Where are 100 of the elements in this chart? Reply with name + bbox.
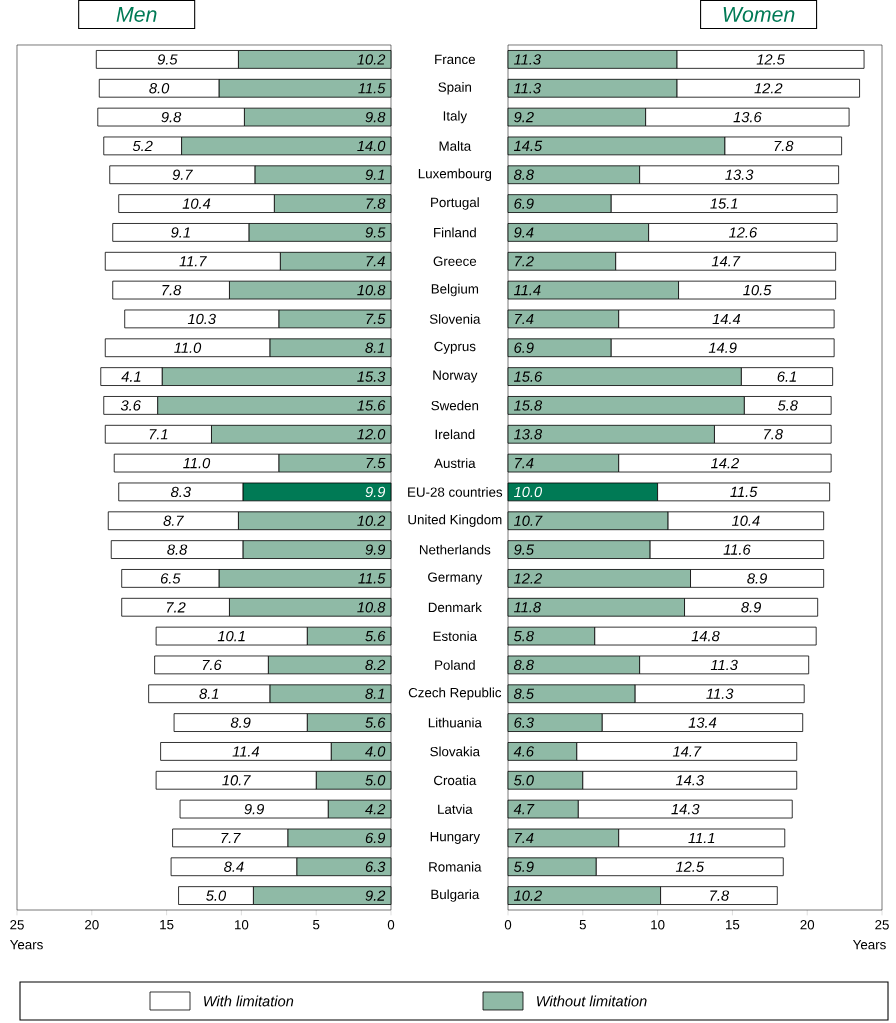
y-tick-label: Greece [433, 256, 477, 266]
x-tick-label: 20 [85, 920, 99, 930]
data-label: 11.3 [710, 659, 738, 671]
y-tick-label: Bulgaria [431, 889, 480, 902]
data-label: 4.2 [365, 803, 386, 815]
data-label: 7.7 [221, 832, 241, 843]
y-tick-label: Norway [433, 370, 478, 383]
data-label: 6.9 [514, 198, 534, 209]
data-label: 11.3 [706, 688, 734, 699]
chart-title: Men [116, 7, 157, 22]
data-label: 11.3 [513, 54, 541, 65]
data-label: 5.0 [513, 775, 534, 786]
data-label: 11.4 [232, 746, 260, 757]
y-tick-label: Romania [429, 861, 482, 872]
y-tick-label: Finland [434, 227, 476, 238]
data-label: 8.9 [747, 573, 767, 584]
y-tick-label: Sweden [431, 400, 479, 411]
data-label: 11.5 [730, 486, 758, 498]
data-label: 8.1 [365, 688, 385, 699]
data-label: 6.9 [365, 832, 386, 844]
data-label: 11.1 [688, 832, 715, 843]
data-label: 15.3 [357, 371, 386, 382]
y-tick-label: EU-28 countries [408, 487, 503, 497]
y-tick-label: Lithuania [428, 717, 482, 728]
y-tick-label: Latvia [438, 804, 473, 814]
data-label: 14.8 [691, 630, 720, 642]
x-tick-label: 5 [579, 920, 586, 930]
y-tick-label: Luxembourg [418, 168, 492, 181]
data-label: 8.3 [170, 486, 191, 498]
data-label: 9.7 [172, 169, 193, 180]
data-label: 10.7 [222, 775, 251, 786]
y-tick-label: Slovenia [429, 314, 481, 324]
x-tick-label: 20 [800, 920, 815, 930]
data-label: 14.5 [513, 140, 543, 152]
data-label: 10.5 [743, 284, 772, 296]
data-label: 6.1 [777, 371, 796, 382]
x-axis-title: Years [852, 940, 886, 950]
data-label: 12.2 [513, 573, 542, 584]
data-label: 15.8 [513, 400, 543, 411]
data-label: 11.5 [358, 573, 386, 584]
data-label: 9.4 [514, 227, 534, 238]
data-label: 5.2 [132, 140, 153, 152]
data-label: 10.8 [357, 602, 386, 613]
legend-label: Without limitation [536, 995, 647, 1007]
data-label: 7.4 [515, 458, 534, 469]
data-label: 10.2 [513, 890, 542, 901]
x-tick-label: 10 [235, 920, 249, 930]
data-label: 14.7 [672, 746, 702, 757]
data-label: 10.4 [731, 515, 760, 526]
data-label: 7.6 [202, 659, 222, 671]
y-tick-label: Cyprus [434, 341, 476, 354]
data-label: 10.2 [357, 515, 386, 526]
data-label: 14.2 [711, 457, 739, 469]
data-label: 14.7 [711, 256, 741, 267]
x-tick-label: 0 [504, 920, 512, 930]
data-label: 7.4 [366, 256, 385, 267]
y-tick-label: Netherlands [419, 544, 491, 555]
x-tick-label: 15 [160, 920, 174, 930]
data-label: 5.6 [365, 630, 386, 642]
y-tick-label: Italy [443, 110, 468, 124]
y-tick-label: Spain [438, 82, 472, 95]
data-label: 7.8 [366, 198, 386, 209]
x-tick-label: 25 [875, 920, 889, 930]
chart-title: Women [723, 7, 795, 22]
data-label: 11.3 [513, 83, 541, 94]
data-label: 8.2 [365, 659, 386, 671]
y-tick-label: Germany [428, 572, 483, 585]
data-label: 7.4 [515, 313, 534, 324]
data-label: 7.1 [149, 429, 168, 440]
data-label: 11.7 [179, 256, 207, 267]
data-label: 10.7 [513, 515, 543, 526]
data-label: 9.5 [514, 544, 535, 555]
data-label: 11.8 [513, 602, 541, 613]
data-label: 11.6 [723, 544, 751, 555]
data-label: 7.8 [774, 140, 794, 152]
data-label: 12.2 [754, 83, 783, 94]
data-label: 11.0 [183, 457, 211, 469]
x-axis-title: Years [10, 940, 43, 950]
data-label: 8.9 [741, 602, 761, 613]
data-label: 5.0 [365, 775, 386, 786]
data-label: 6.3 [365, 861, 386, 872]
data-label: 14.4 [712, 313, 741, 324]
data-label: 3.6 [120, 400, 141, 411]
data-label: 9.9 [244, 803, 264, 815]
y-tick-label: Czech Republic [408, 687, 502, 700]
data-label: 6.9 [514, 342, 534, 353]
data-label: 15.6 [357, 400, 386, 411]
y-tick-label: Slovakia [430, 746, 481, 757]
data-label: 8.1 [199, 688, 219, 699]
data-label: 9.9 [365, 544, 386, 555]
data-label: 9.5 [157, 54, 178, 65]
y-tick-label: United Kingdom [408, 514, 502, 527]
data-label: 13.6 [733, 111, 762, 123]
data-label: 12.6 [728, 227, 758, 238]
y-tick-label: Ireland [435, 429, 475, 440]
data-label: 10.3 [187, 313, 216, 325]
data-label: 15.1 [710, 198, 738, 209]
data-label: 13.8 [513, 429, 543, 440]
y-tick-label: Poland [435, 660, 475, 670]
data-label: 9.1 [365, 169, 385, 180]
